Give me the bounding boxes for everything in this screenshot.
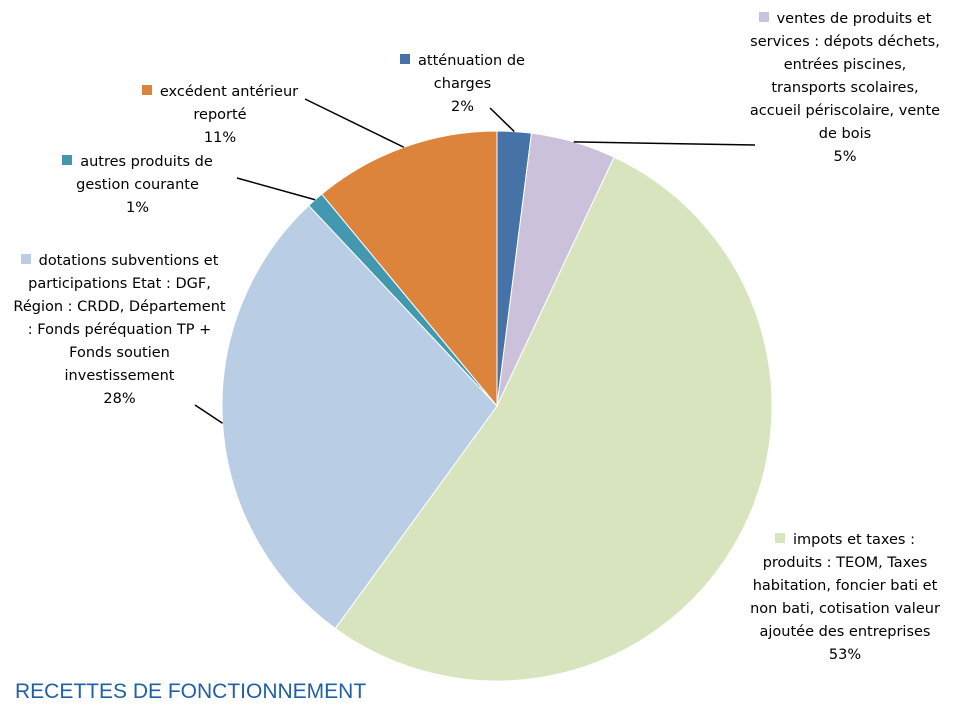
value-label: 28%: [103, 391, 136, 407]
category-label: impots et taxes : produits : TEOM, Taxes…: [750, 532, 940, 640]
chart-title: RECETTES DE FONCTIONNEMENT: [15, 680, 367, 703]
pie-slice: [334, 156, 773, 682]
legend-marker: [400, 54, 411, 64]
slice-label: dotations subventions et participations …: [12, 250, 227, 411]
value-label: 1%: [125, 200, 149, 216]
slice-label: excédent antérieur reporté 11%: [120, 81, 320, 150]
value-label: 5%: [833, 149, 857, 165]
slice-label: autres produits de gestion courante 1%: [45, 151, 230, 220]
slice-label: ventes de produits et services : dépots …: [745, 8, 945, 169]
leader-line: [304, 98, 405, 148]
legend-marker: [775, 533, 786, 543]
category-label: ventes de produits et services : dépots …: [749, 11, 941, 142]
category-label: atténuation de charges: [418, 53, 525, 92]
category-label: excédent antérieur reporté: [159, 84, 299, 123]
category-label: dotations subventions et participations …: [13, 253, 226, 384]
leader-line: [236, 177, 316, 201]
value-label: 2%: [450, 99, 474, 115]
pie-slice: [221, 204, 498, 630]
leader-line: [489, 107, 515, 133]
value-label: 11%: [203, 130, 237, 146]
value-label: 53%: [828, 647, 862, 663]
legend-marker: [141, 85, 152, 95]
leader-line: [573, 141, 756, 146]
leader-line: [194, 404, 223, 424]
legend-marker: [62, 155, 73, 165]
legend-marker: [20, 254, 31, 264]
category-label: autres produits de gestion courante: [76, 154, 213, 193]
legend-marker: [758, 12, 769, 22]
slice-label: atténuation de charges 2%: [385, 50, 540, 119]
slice-label: impots et taxes : produits : TEOM, Taxes…: [745, 529, 945, 667]
